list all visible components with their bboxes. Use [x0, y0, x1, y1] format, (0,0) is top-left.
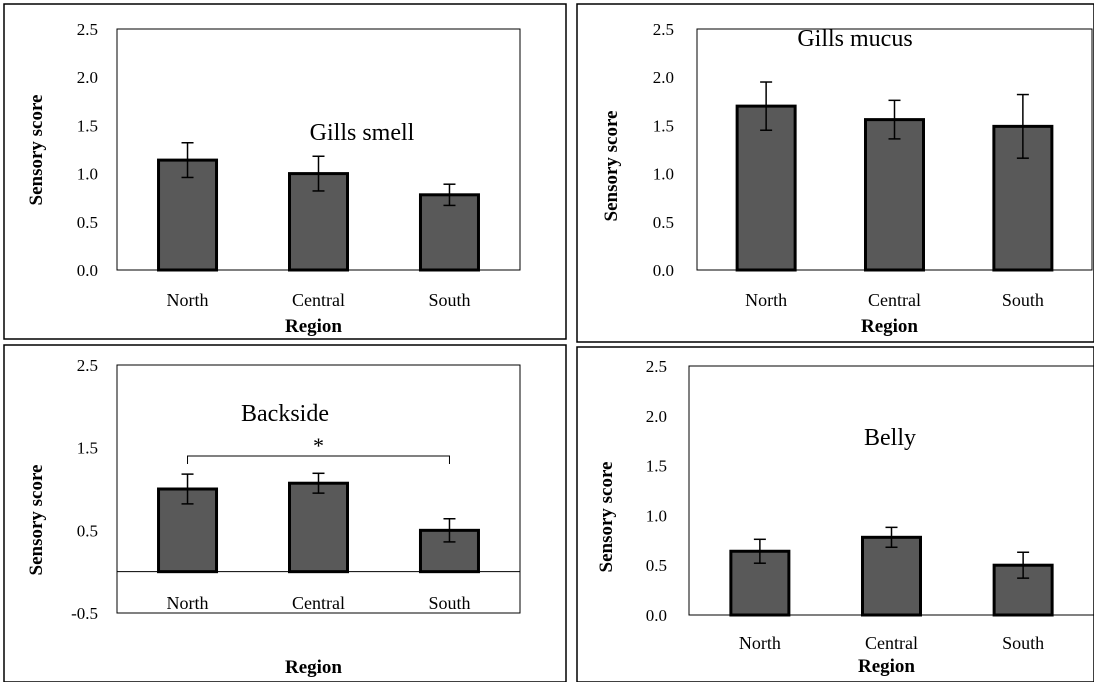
- bar-central: [288, 481, 349, 574]
- x-tick-label: Central: [868, 290, 921, 310]
- y-tick-label: 0.0: [646, 606, 667, 625]
- y-tick-label: 1.0: [77, 165, 98, 184]
- y-tick-label: -0.5: [71, 604, 98, 623]
- y-tick-label: 2.0: [77, 68, 98, 87]
- chart-title: Gills smell: [310, 120, 415, 146]
- chart-title: Gills mucus: [797, 26, 912, 52]
- y-tick-label: 1.5: [77, 439, 98, 458]
- chart-panel-1: 0.0 0.5 1.0 1.5 2.0 2.5 North Central South Gills…: [3, 3, 567, 340]
- x-tick-label: North: [167, 593, 209, 613]
- x-tick-label: North: [745, 290, 787, 310]
- panel-frame: [576, 3, 1094, 343]
- y-tick-label: 2.5: [77, 356, 98, 375]
- significance-label: *: [313, 433, 324, 458]
- panel-frame: [3, 3, 567, 340]
- x-tick-label: North: [167, 290, 209, 310]
- y-tick-label: 1.5: [653, 116, 674, 135]
- y-tick-label: 0.0: [77, 261, 98, 280]
- y-axis-title: Sensory score: [601, 111, 622, 222]
- y-tick-label: 1.5: [646, 457, 667, 476]
- y-tick-label: 1.0: [646, 506, 667, 525]
- x-tick-label: Central: [292, 593, 345, 613]
- y-tick-label: 0.0: [653, 261, 674, 280]
- bar-north: [735, 104, 797, 272]
- x-tick-label: North: [739, 633, 781, 653]
- x-axis-title: Region: [285, 657, 342, 678]
- x-tick-label: South: [1002, 290, 1044, 310]
- y-axis-title: Sensory score: [26, 95, 47, 206]
- bar-central: [861, 535, 922, 617]
- bar-central: [864, 118, 925, 272]
- panel-frame: [3, 344, 567, 682]
- x-tick-label: Central: [292, 290, 345, 310]
- chart-panel-4: 0.0 0.5 1.0 1.5 2.0 2.5 North Central South Belly…: [576, 346, 1094, 682]
- bar-north: [157, 158, 219, 272]
- y-tick-label: 0.5: [646, 556, 667, 575]
- panel-frame: [576, 346, 1094, 682]
- y-axis-title: Sensory score: [26, 465, 47, 576]
- x-axis-title: Region: [858, 656, 915, 677]
- chart-panel-3: -0.5 0.5 1.5 2.5 North Central South * Backside R…: [3, 344, 567, 682]
- chart-panel-2: 0.0 0.5 1.0 1.5 2.0 2.5 North Central South Gills…: [576, 3, 1094, 343]
- y-tick-label: 2.5: [77, 20, 98, 39]
- x-axis-title: Region: [861, 316, 918, 337]
- x-tick-label: South: [1002, 633, 1044, 653]
- chart-title: Backside: [241, 401, 329, 427]
- x-tick-label: South: [428, 593, 470, 613]
- y-tick-label: 1.5: [77, 116, 98, 135]
- y-tick-label: 2.0: [653, 68, 674, 87]
- x-axis-title: Region: [285, 316, 342, 337]
- y-tick-label: 1.0: [653, 165, 674, 184]
- x-tick-label: Central: [865, 633, 918, 653]
- significance-bracket: [187, 455, 450, 464]
- y-tick-label: 2.5: [646, 357, 667, 376]
- plot-area: [116, 364, 521, 614]
- y-tick-label: 0.5: [653, 213, 674, 232]
- chart-title: Belly: [864, 425, 916, 451]
- y-tick-label: 2.5: [653, 20, 674, 39]
- x-tick-label: South: [428, 290, 470, 310]
- y-axis-title: Sensory score: [596, 462, 617, 573]
- bar-south: [992, 124, 1054, 272]
- y-tick-label: 0.5: [77, 521, 98, 540]
- y-tick-label: 0.5: [77, 213, 98, 232]
- y-tick-label: 2.0: [646, 407, 667, 426]
